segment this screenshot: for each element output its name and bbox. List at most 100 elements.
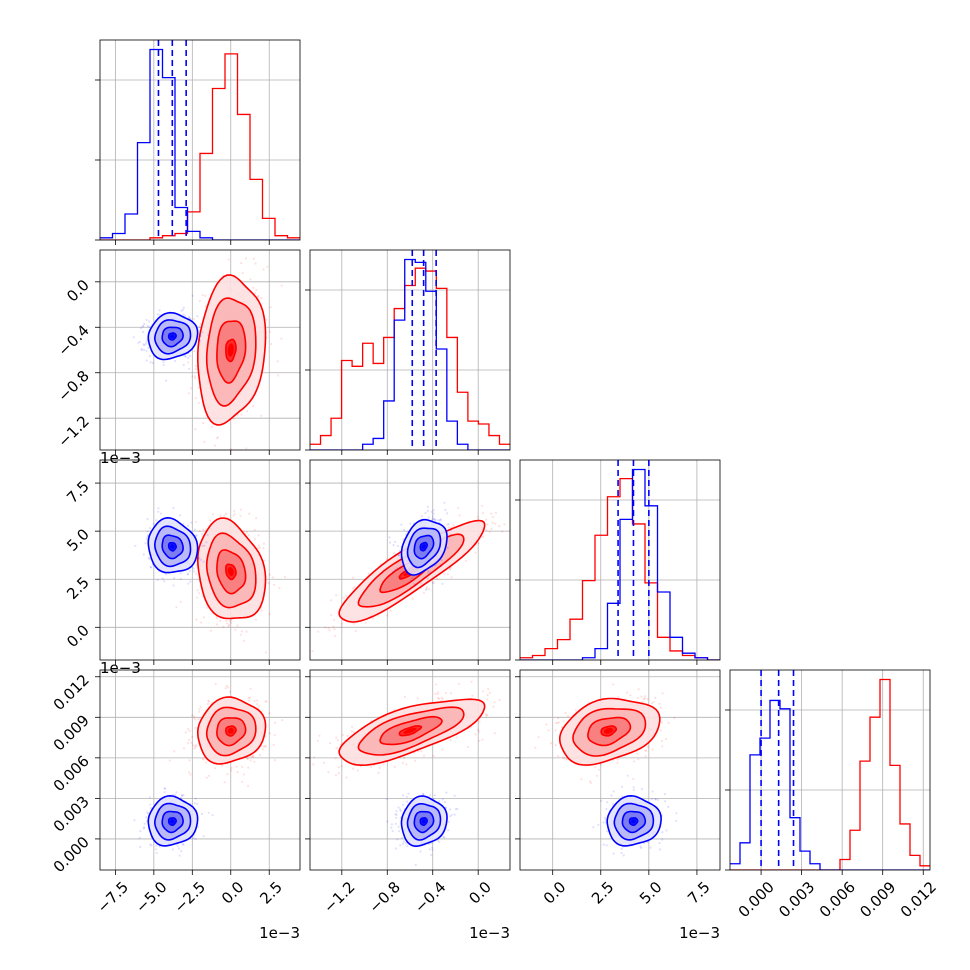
scatter-point: [263, 559, 266, 562]
scatter-point: [430, 510, 433, 513]
panel-frame: [99, 669, 301, 871]
scatter-point: [478, 739, 481, 742]
scatter-point: [180, 309, 183, 312]
scatter-point: [329, 742, 332, 745]
scatter-point: [207, 700, 210, 703]
scatter-point: [201, 544, 204, 548]
scatter-point: [202, 528, 205, 531]
scatter-point: [184, 354, 187, 357]
scatter-point: [230, 767, 233, 770]
scatter-point: [198, 329, 201, 332]
scatter-point: [203, 440, 206, 443]
scatter-point: [188, 729, 191, 733]
scatter-point: [204, 305, 207, 308]
scatter-point: [175, 791, 178, 794]
scatter-point: [416, 697, 419, 700]
scatter-point: [433, 518, 436, 521]
scatter-point: [188, 317, 191, 320]
scatter-point: [236, 771, 239, 774]
scatter-point: [427, 588, 431, 591]
scatter-point: [148, 557, 151, 561]
scatter-point: [156, 578, 159, 582]
scatter-point: [378, 766, 381, 770]
scatter-point: [393, 765, 396, 769]
density-core: [227, 343, 234, 357]
scatter-point: [260, 609, 263, 612]
scatter-point: [179, 578, 182, 581]
scatter-point: [197, 717, 200, 721]
scatter-point: [145, 349, 148, 352]
scatter-point: [486, 698, 489, 701]
scatter-point: [230, 621, 233, 624]
scatter-point: [353, 586, 356, 589]
scatter-point: [148, 355, 151, 358]
scatter-point: [227, 258, 230, 261]
scatter-point: [207, 334, 210, 337]
scatter-point: [206, 606, 209, 609]
scatter-point: [247, 699, 250, 702]
scatter-point: [180, 794, 183, 797]
scatter-point: [464, 559, 467, 562]
scatter-point: [313, 756, 316, 759]
scatter-point: [273, 733, 276, 737]
scatter-point: [246, 410, 249, 413]
scatter-point: [356, 769, 359, 772]
scatter-point: [142, 553, 145, 556]
scatter-point: [188, 771, 191, 774]
scatter-point: [432, 509, 435, 512]
scatter-point: [144, 342, 147, 345]
scatter-point: [146, 534, 149, 537]
scatter-point: [490, 512, 493, 515]
hist-red: [100, 53, 300, 240]
scatter-point: [394, 553, 397, 557]
panel-2-1: [309, 459, 543, 661]
scatter-point: [328, 629, 331, 632]
scatter-point: [233, 512, 236, 515]
scatter-point: [198, 335, 201, 338]
scatter-point: [482, 690, 485, 693]
scatter-point: [257, 294, 260, 297]
scatter-point: [345, 595, 348, 598]
contour-line: [205, 532, 257, 609]
scatter-point: [187, 392, 190, 395]
contour-line: [216, 717, 247, 747]
scatter-point: [248, 696, 251, 699]
scatter-point: [312, 763, 315, 766]
scatter-point: [241, 765, 244, 769]
scatter-point: [198, 340, 202, 343]
cloud-red: [161, 257, 283, 450]
scatter-point: [162, 363, 165, 367]
scatter-point: [277, 374, 280, 377]
scatter-point: [143, 348, 146, 351]
panel-frame: [99, 39, 301, 241]
scatter-point: [224, 512, 228, 515]
scatter-point: [264, 651, 267, 654]
scatter-point: [190, 387, 193, 390]
scatter-point: [262, 745, 265, 748]
scatter-point: [219, 514, 222, 517]
scatter-point: [485, 714, 488, 717]
hist-group: [730, 670, 930, 870]
scatter-point: [340, 765, 343, 768]
density-core: [227, 567, 234, 576]
scatter-point: [171, 848, 174, 851]
scatter-point: [280, 284, 283, 287]
scatter-point: [155, 844, 158, 848]
contour-line: [406, 527, 442, 569]
scatter-point: [205, 776, 208, 779]
scatter-point: [371, 617, 375, 620]
scatter-point: [252, 754, 255, 758]
scatter-point: [397, 553, 400, 557]
scatter-point: [188, 759, 191, 762]
scatter-point: [248, 512, 251, 515]
scatter-point: [146, 530, 149, 533]
scatter-point: [198, 708, 201, 711]
scatter-point: [422, 754, 426, 757]
scatter-point: [452, 524, 455, 527]
scatter-point: [427, 516, 430, 519]
scatter-point: [273, 759, 276, 762]
scatter-point: [541, 465, 543, 467]
scatter-point: [216, 623, 219, 626]
scatter-point: [176, 844, 179, 848]
scatter-point: [227, 624, 231, 627]
